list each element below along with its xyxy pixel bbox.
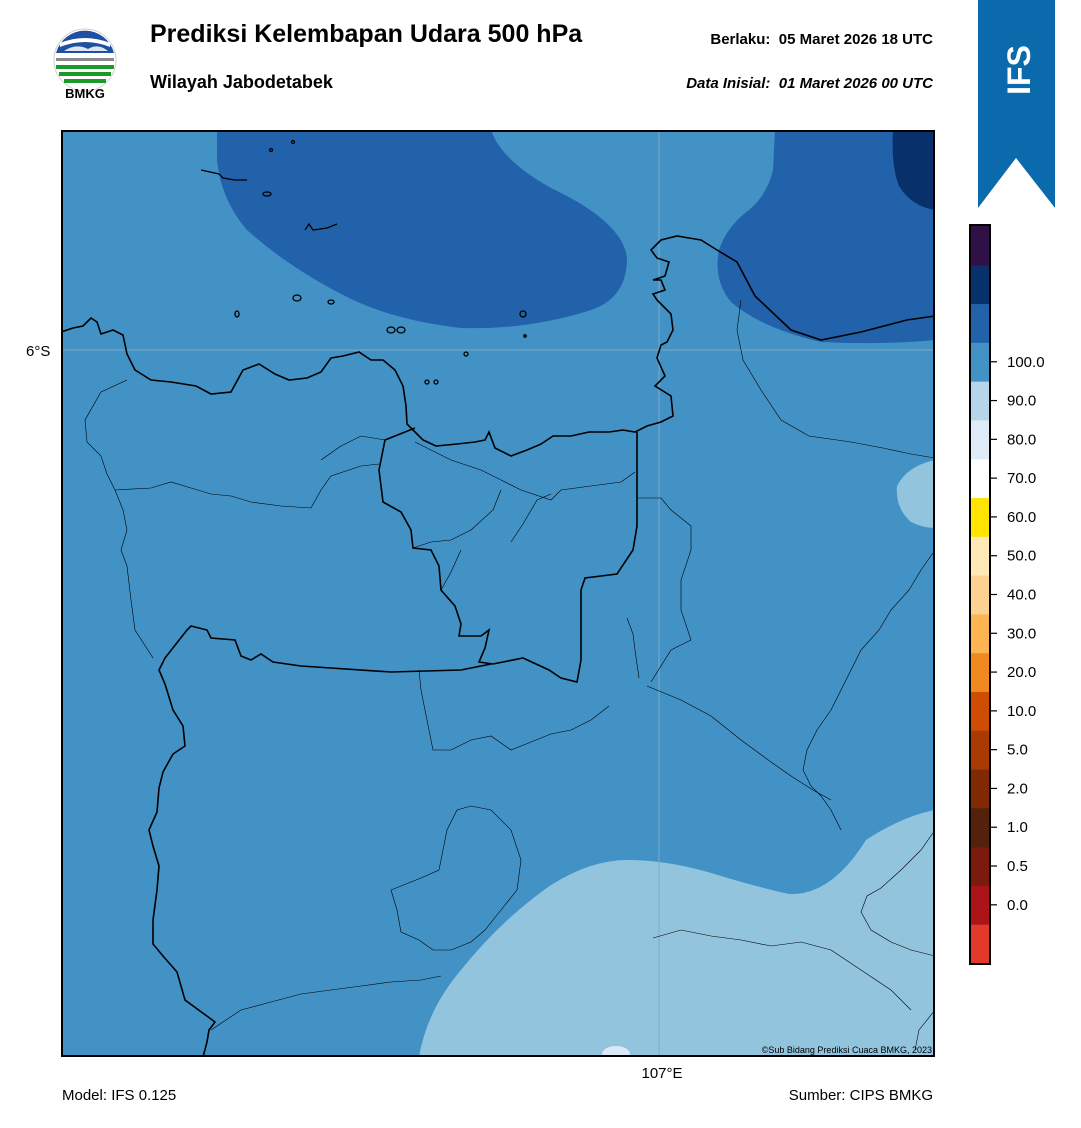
colorbar-swatch bbox=[971, 303, 989, 343]
bmkg-logo-text: BMKG bbox=[65, 86, 105, 101]
humidity-map: ©Sub Bidang Prediksi Cuaca BMKG, 2023 bbox=[61, 130, 935, 1057]
colorbar-label: 10.0 bbox=[1007, 703, 1036, 720]
colorbar-swatch bbox=[971, 807, 989, 848]
model-label: Model: IFS 0.125 bbox=[62, 1087, 177, 1104]
colorbar-swatch bbox=[971, 885, 989, 925]
colorbar-swatch bbox=[971, 226, 989, 266]
colorbar-swatch bbox=[971, 652, 989, 692]
chart-title: Prediksi Kelembapan Udara 500 hPa bbox=[150, 20, 583, 48]
colorbar-swatch bbox=[971, 846, 989, 886]
colorbar-swatch bbox=[971, 769, 989, 809]
bmkg-logo-icon bbox=[53, 28, 117, 92]
valid-value: 05 Maret 2026 18 UTC bbox=[778, 31, 933, 48]
longitude-label: 107°E bbox=[641, 1065, 683, 1082]
valid-label: Berlaku: bbox=[710, 31, 771, 48]
colorbar-swatch bbox=[971, 575, 989, 615]
colorbar-swatch bbox=[971, 691, 989, 731]
humidity-50-60-spot bbox=[602, 1046, 630, 1057]
district-boundaries bbox=[84, 299, 935, 1051]
humidity-80-90-area bbox=[717, 130, 935, 344]
province-boundary bbox=[148, 625, 492, 1057]
colorbar-swatch bbox=[971, 381, 989, 421]
colorbar: 0.0 0.5 1.0 2.0 5.0 10.0 20.0 30.0 40.0 50.0 60.0 7… bbox=[969, 224, 1045, 965]
humidity-90-100-area bbox=[892, 130, 935, 210]
colorbar-label: 50.0 bbox=[1007, 548, 1036, 565]
colorbar-label: 1.0 bbox=[1007, 819, 1028, 836]
colorbar-label: 0.5 bbox=[1007, 858, 1028, 875]
map-credit: ©Sub Bidang Prediksi Cuaca BMKG, 2023 bbox=[762, 1045, 932, 1055]
colorbar-label: 20.0 bbox=[1007, 664, 1036, 681]
colorbar-swatch bbox=[971, 419, 989, 460]
colorbar-label: 60.0 bbox=[1007, 509, 1036, 526]
colorbar-label: 5.0 bbox=[1007, 742, 1028, 759]
init-label: Data Inisial: bbox=[686, 75, 771, 92]
colorbar-label: 0.0 bbox=[1007, 897, 1028, 914]
humidity-60-70-area bbox=[419, 810, 935, 1057]
ifs-banner-text: IFS bbox=[1001, 45, 1037, 95]
colorbar-label: 70.0 bbox=[1007, 470, 1036, 487]
ifs-banner: IFS bbox=[978, 0, 1055, 208]
init-time: Data Inisial: 01 Maret 2026 00 UTC bbox=[560, 75, 933, 92]
colorbar-swatch bbox=[971, 497, 989, 537]
humidity-80-90-area bbox=[217, 130, 627, 329]
coastline bbox=[61, 235, 935, 457]
init-value: 01 Maret 2026 00 UTC bbox=[778, 75, 933, 92]
colorbar-frame bbox=[969, 224, 991, 965]
valid-time: Berlaku: 05 Maret 2026 18 UTC bbox=[600, 31, 933, 48]
colorbar-label: 90.0 bbox=[1007, 393, 1036, 410]
colorbar-label: 2.0 bbox=[1007, 780, 1028, 797]
colorbar-swatch bbox=[971, 536, 989, 576]
colorbar-label: 40.0 bbox=[1007, 587, 1036, 604]
humidity-60-70-area bbox=[896, 460, 935, 528]
colorbar-label: 100.0 bbox=[1007, 354, 1045, 371]
region-subtitle: Wilayah Jabodetabek bbox=[150, 72, 333, 92]
source-label: Sumber: CIPS BMKG bbox=[788, 1087, 933, 1104]
map-frame bbox=[61, 130, 935, 1057]
colorbar-swatch bbox=[971, 458, 989, 499]
colorbar-label: 80.0 bbox=[1007, 431, 1036, 448]
colorbar-swatch bbox=[971, 342, 989, 382]
colorbar-swatch bbox=[971, 730, 989, 770]
thousand-islands bbox=[200, 139, 527, 385]
colorbar-swatch bbox=[971, 264, 989, 305]
colorbar-swatch bbox=[971, 613, 989, 654]
province-boundary bbox=[378, 427, 638, 683]
latitude-label: 6°S bbox=[26, 343, 51, 360]
colorbar-swatch bbox=[971, 924, 989, 964]
colorbar-label: 30.0 bbox=[1007, 625, 1036, 642]
